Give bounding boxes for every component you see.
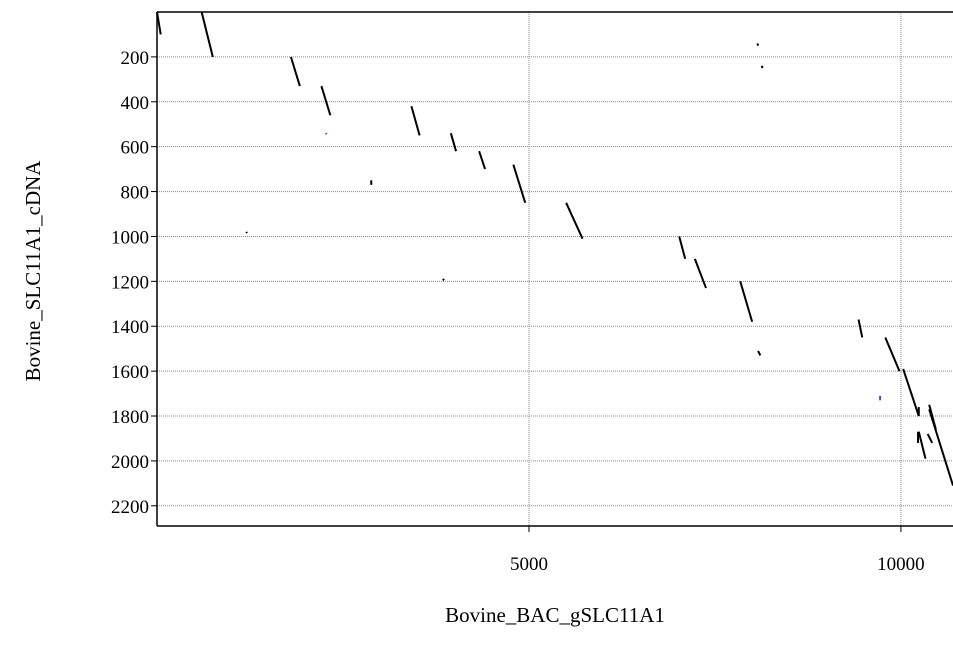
- y-tick-label: 400: [121, 93, 150, 114]
- y-tick-label: 1200: [111, 272, 149, 293]
- alignment-segment: [442, 278, 445, 282]
- alignment-segment: [902, 368, 920, 417]
- alignment-segment: [565, 202, 584, 240]
- alignment-segment: [917, 431, 927, 459]
- y-tick-label: 2200: [111, 497, 149, 518]
- alignment-marks: [156, 11, 953, 486]
- y-axis-title: Bovine_SLC11A1_cDNA: [21, 160, 45, 382]
- alignment-segment: [325, 132, 328, 135]
- x-tick-label: 10000: [877, 554, 925, 575]
- alignment-segment: [410, 106, 421, 136]
- y-tick-label: 200: [121, 48, 150, 69]
- y-tick-label: 600: [121, 138, 150, 159]
- alignment-segment: [512, 164, 527, 204]
- y-tick-label: 1600: [111, 362, 149, 383]
- alignment-segment: [760, 65, 764, 69]
- alignment-segment: [693, 258, 707, 289]
- alignment-segment: [756, 43, 760, 46]
- alignment-segment: [289, 56, 301, 87]
- alignment-segment: [200, 11, 214, 58]
- alignment-segment: [478, 150, 487, 170]
- alignment-segment: [884, 337, 901, 372]
- y-tick-labels: 200 400 600 800 1000 1200 1400 1600 1800 2000 2200: [111, 48, 149, 518]
- alignment-segment: [449, 132, 458, 152]
- y-tick-label: 1400: [111, 317, 149, 338]
- y-tick-label: 800: [121, 183, 150, 204]
- alignment-segment: [245, 231, 248, 234]
- y-tick-label: 1000: [111, 227, 149, 248]
- alignment-segment: [757, 350, 762, 356]
- x-tick-label: 5000: [510, 554, 548, 575]
- y-tick-label: 2000: [111, 452, 149, 473]
- alignment-segment: [928, 408, 953, 486]
- x-axis-title: Bovine_BAC_gSLC11A1: [445, 603, 665, 627]
- y-tick-label: 1800: [111, 407, 149, 428]
- x-tick-labels: 5000 10000: [510, 554, 925, 575]
- alignment-segment: [857, 319, 864, 338]
- plot-frame: [156, 11, 953, 527]
- alignment-segment: [739, 281, 754, 323]
- alignment-segment: [320, 85, 332, 116]
- alignment-segment: [926, 433, 934, 444]
- gridlines: [151, 12, 953, 532]
- alignment-segment: [678, 236, 687, 260]
